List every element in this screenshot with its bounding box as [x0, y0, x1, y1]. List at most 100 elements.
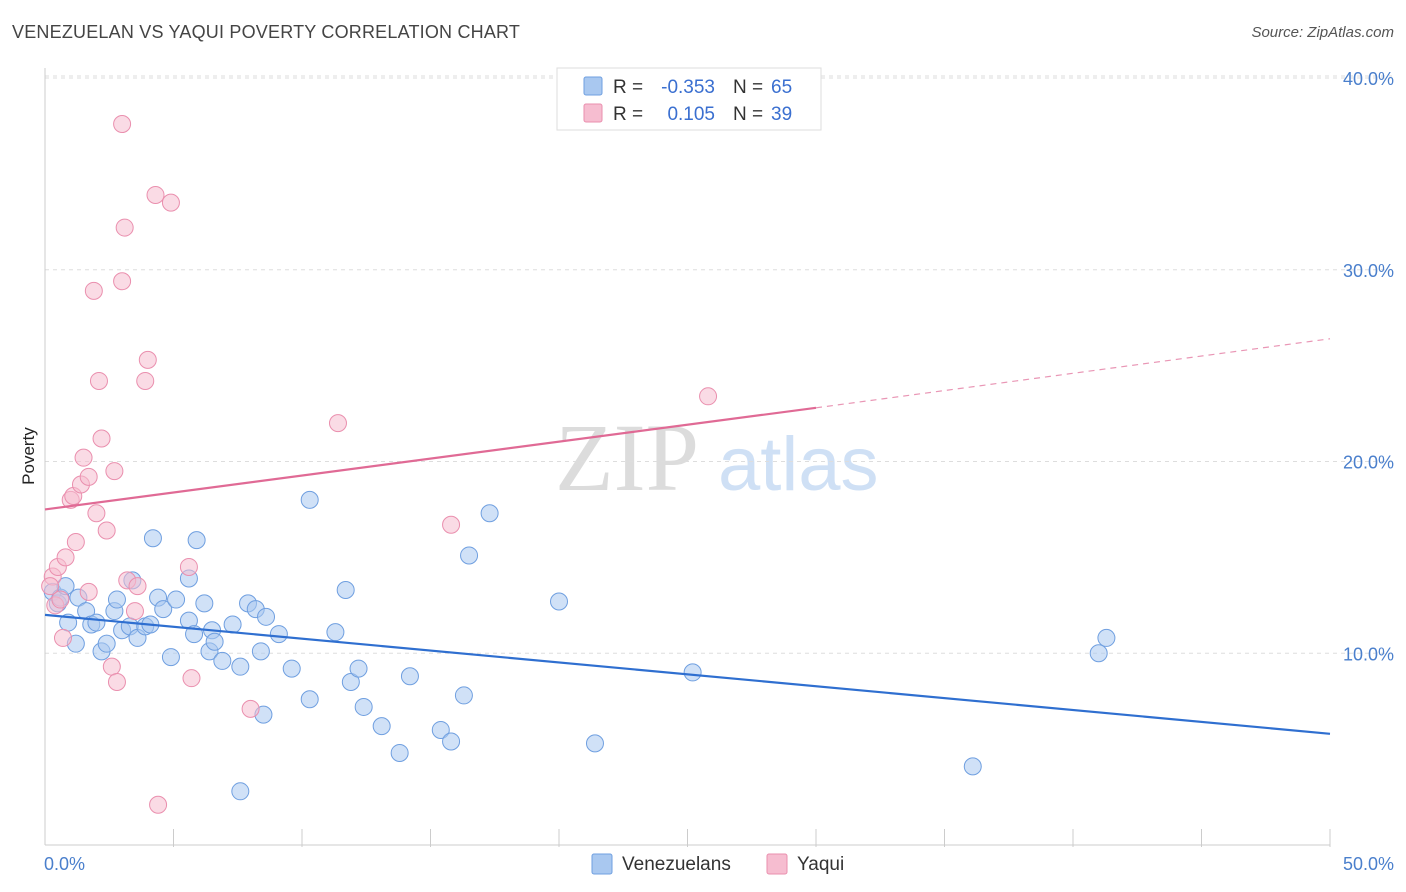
point-yaqui-38 — [41, 577, 60, 596]
trend-line-yaqui — [44, 406, 817, 511]
bottom-legend-label-venezuelans: Venezuelans — [622, 854, 731, 875]
point-venezuelans-20 — [143, 529, 162, 548]
point-yaqui-3 — [51, 590, 70, 609]
point-venezuelans-24 — [167, 590, 186, 609]
x-axis-ticks — [173, 829, 1331, 847]
point-venezuelans-48 — [349, 659, 368, 678]
y-tick-label-10: 10.0% — [1343, 644, 1394, 664]
point-yaqui-31 — [161, 193, 180, 212]
point-venezuelans-44 — [300, 490, 319, 509]
legend-r-label-venezuelans: R = — [613, 77, 643, 98]
point-yaqui-13 — [84, 281, 103, 300]
point-yaqui-14 — [87, 504, 106, 523]
point-venezuelans-28 — [187, 531, 206, 550]
point-yaqui-20 — [107, 673, 126, 692]
point-venezuelans-13 — [107, 590, 126, 609]
chart-title: VENEZUELAN VS YAQUI POVERTY CORRELATION … — [12, 22, 521, 42]
point-venezuelans-57 — [480, 504, 499, 523]
y-tick-label-30: 30.0% — [1343, 261, 1394, 281]
watermark-atlas: atlas — [718, 422, 879, 507]
legend-n-value-yaqui: 39 — [771, 104, 792, 125]
legend-swatch-yaqui — [583, 103, 603, 123]
stats-legend: R = -0.353 N = 65 R = 0.105 N = 39 — [556, 67, 822, 131]
point-venezuelans-9 — [87, 613, 106, 632]
point-venezuelans-23 — [161, 648, 180, 667]
bottom-legend-swatch-venezuelans — [591, 853, 613, 875]
y-axis-tick-labels: 10.0% 20.0% 30.0% 40.0% — [1343, 69, 1394, 664]
point-yaqui-37 — [699, 387, 718, 406]
gridlines — [45, 75, 1392, 654]
legend-n-value-venezuelans: 65 — [771, 77, 792, 98]
bottom-legend-swatch-yaqui — [766, 853, 788, 875]
y-axis-label: Poverty — [19, 427, 38, 485]
point-yaqui-19 — [105, 462, 124, 481]
point-venezuelans-38 — [251, 642, 270, 661]
point-venezuelans-46 — [336, 580, 355, 599]
point-venezuelans-63 — [1097, 628, 1116, 647]
point-yaqui-17 — [97, 521, 116, 540]
point-yaqui-25 — [125, 602, 144, 621]
point-venezuelans-42 — [282, 659, 301, 678]
legend-r-value-venezuelans: -0.353 — [661, 77, 715, 98]
point-venezuelans-35 — [231, 657, 250, 676]
point-yaqui-18 — [102, 657, 121, 676]
point-venezuelans-47 — [341, 673, 360, 692]
y-tick-label-20: 20.0% — [1343, 453, 1394, 473]
legend-swatch-venezuelans — [583, 76, 603, 96]
point-venezuelans-52 — [400, 667, 419, 686]
point-yaqui-34 — [241, 699, 260, 718]
point-yaqui-8 — [66, 533, 85, 552]
point-venezuelans-56 — [460, 546, 479, 565]
point-yaqui-29 — [146, 185, 165, 204]
point-yaqui-28 — [138, 350, 157, 369]
point-venezuelans-43 — [300, 690, 319, 709]
y-tick-label-40: 40.0% — [1343, 69, 1394, 89]
point-venezuelans-51 — [390, 743, 409, 762]
point-yaqui-12 — [79, 582, 98, 601]
point-yaqui-11 — [79, 467, 98, 486]
point-yaqui-22 — [113, 115, 132, 134]
point-venezuelans-64 — [231, 782, 250, 801]
point-venezuelans-29 — [195, 594, 214, 613]
point-venezuelans-39 — [257, 607, 276, 626]
x-tick-label-max: 50.0% — [1343, 854, 1394, 874]
point-yaqui-35 — [328, 414, 347, 433]
point-venezuelans-61 — [963, 757, 982, 776]
legend-r-label-yaqui: R = — [613, 104, 643, 125]
point-yaqui-26 — [128, 577, 147, 596]
point-venezuelans-59 — [585, 734, 604, 753]
point-venezuelans-60 — [683, 663, 702, 682]
point-yaqui-10 — [74, 448, 93, 467]
source-credit: Source: ZipAtlas.com — [1251, 24, 1394, 41]
point-yaqui-36 — [442, 515, 461, 534]
point-yaqui-30 — [149, 795, 168, 814]
legend-r-value-yaqui: 0.105 — [667, 104, 715, 125]
point-yaqui-16 — [92, 429, 111, 448]
bottom-legend-label-yaqui: Yaqui — [797, 854, 844, 875]
point-yaqui-4 — [53, 628, 72, 647]
point-venezuelans-54 — [442, 732, 461, 751]
point-yaqui-5 — [56, 548, 75, 567]
point-yaqui-21 — [113, 272, 132, 291]
point-venezuelans-11 — [97, 634, 116, 653]
point-venezuelans-41 — [269, 625, 288, 644]
legend-n-label-yaqui: N = — [733, 104, 763, 125]
trend-lines — [44, 338, 1331, 735]
point-venezuelans-33 — [213, 651, 232, 670]
x-tick-label-min: 0.0% — [44, 854, 85, 874]
point-yaqui-32 — [179, 557, 198, 576]
scatter-points — [41, 115, 1116, 814]
point-venezuelans-55 — [454, 686, 473, 705]
point-venezuelans-53 — [431, 720, 450, 739]
point-venezuelans-50 — [372, 717, 391, 736]
point-venezuelans-49 — [354, 697, 373, 716]
point-venezuelans-45 — [326, 623, 345, 642]
point-venezuelans-34 — [223, 615, 242, 634]
point-venezuelans-22 — [154, 600, 173, 619]
legend-n-label-venezuelans: N = — [733, 77, 763, 98]
bottom-legend: Venezuelans Yaqui — [591, 853, 844, 875]
point-yaqui-27 — [136, 371, 155, 390]
point-yaqui-15 — [89, 371, 108, 390]
trend-line-venezuelans — [44, 613, 1331, 735]
